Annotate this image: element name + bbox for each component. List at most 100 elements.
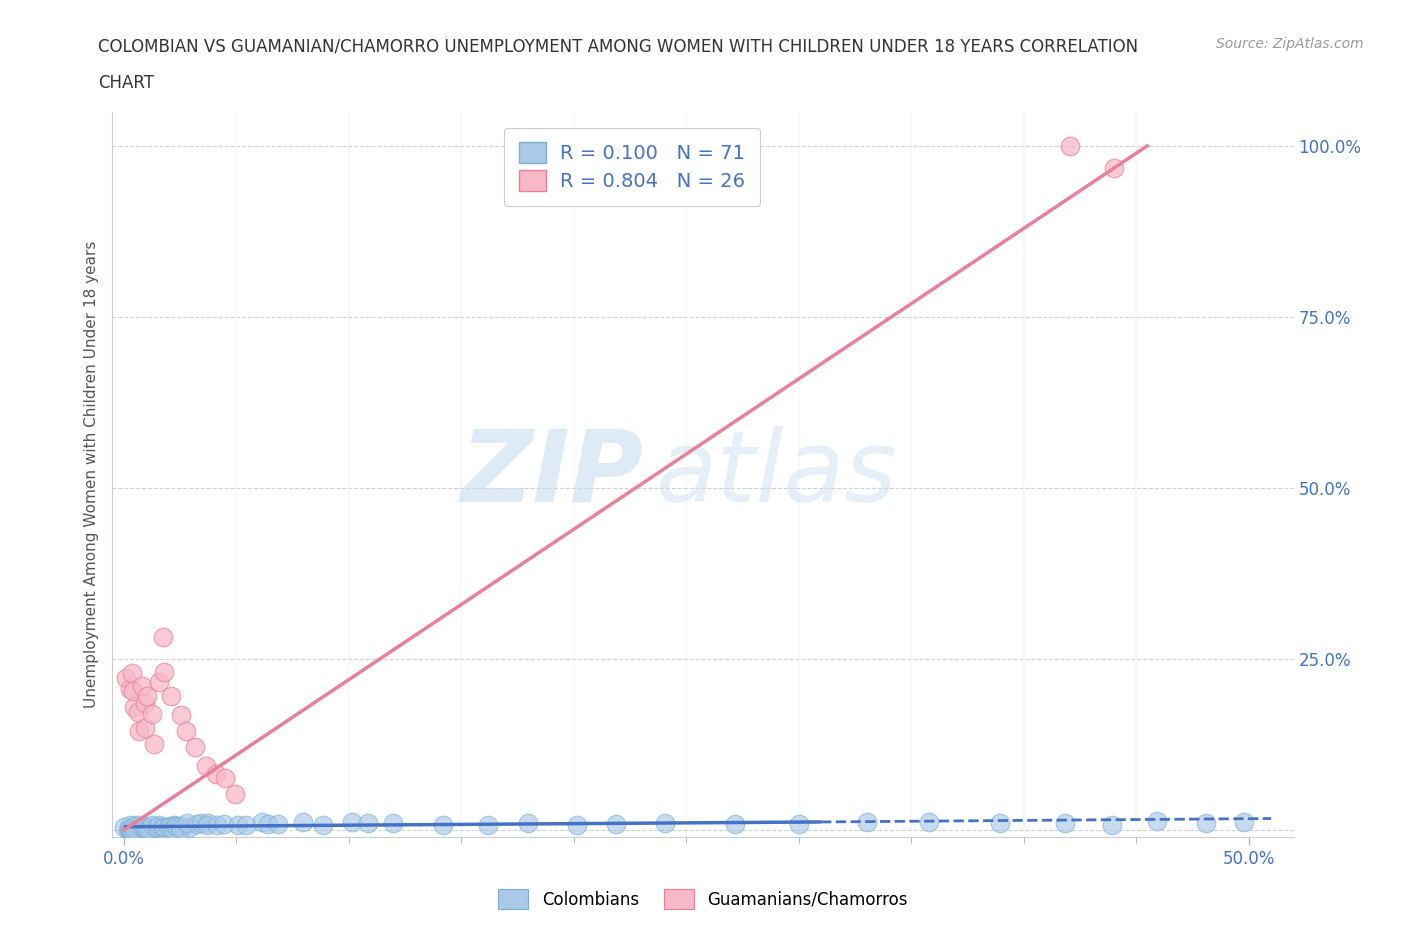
Point	[160, 688, 183, 703]
Point	[212, 817, 235, 831]
Point	[856, 814, 879, 829]
Point	[357, 816, 380, 830]
Point	[118, 821, 141, 836]
Point	[112, 820, 135, 835]
Point	[250, 815, 273, 830]
Point	[138, 823, 160, 838]
Point	[228, 817, 250, 832]
Point	[143, 737, 166, 751]
Text: Source: ZipAtlas.com: Source: ZipAtlas.com	[1216, 37, 1364, 51]
Point	[195, 759, 218, 774]
Point	[311, 817, 333, 832]
Point	[121, 823, 143, 838]
Point	[204, 766, 226, 781]
Point	[214, 770, 236, 785]
Point	[1101, 817, 1123, 832]
Point	[146, 819, 169, 834]
Point	[183, 739, 205, 754]
Point	[127, 704, 149, 719]
Point	[565, 817, 588, 832]
Point	[152, 630, 174, 644]
Legend: R = 0.100   N = 71, R = 0.804   N = 26: R = 0.100 N = 71, R = 0.804 N = 26	[505, 128, 759, 206]
Point	[654, 816, 676, 830]
Point	[169, 819, 191, 834]
Point	[1146, 814, 1168, 829]
Point	[195, 817, 218, 832]
Point	[1053, 816, 1076, 830]
Point	[1059, 139, 1081, 153]
Point	[918, 814, 941, 829]
Text: COLOMBIAN VS GUAMANIAN/CHAMORRO UNEMPLOYMENT AMONG WOMEN WITH CHILDREN UNDER 18 : COLOMBIAN VS GUAMANIAN/CHAMORRO UNEMPLOY…	[98, 37, 1139, 55]
Point	[118, 681, 141, 696]
Point	[1195, 816, 1218, 830]
Point	[340, 815, 363, 830]
Point	[122, 684, 145, 698]
Point	[1102, 160, 1125, 175]
Point	[127, 817, 149, 832]
Point	[153, 820, 176, 835]
Point	[141, 706, 163, 721]
Point	[134, 696, 156, 711]
Point	[605, 817, 627, 831]
Point	[124, 823, 146, 838]
Point	[128, 724, 150, 738]
Point	[121, 820, 143, 835]
Point	[122, 818, 145, 833]
Point	[165, 818, 187, 833]
Legend: Colombians, Guamanians/Chamorros: Colombians, Guamanians/Chamorros	[491, 881, 915, 917]
Point	[132, 819, 155, 834]
Point	[156, 819, 179, 834]
Point	[121, 666, 143, 681]
Point	[159, 819, 181, 834]
Point	[165, 818, 187, 833]
Point	[176, 816, 198, 830]
Point	[131, 820, 153, 835]
Point	[152, 819, 174, 834]
Point	[291, 815, 314, 830]
Point	[190, 816, 212, 830]
Point	[122, 699, 145, 714]
Point	[139, 822, 162, 837]
Point	[517, 816, 540, 830]
Text: CHART: CHART	[98, 74, 155, 92]
Point	[170, 708, 193, 723]
Point	[136, 688, 159, 703]
Point	[136, 821, 159, 836]
Point	[134, 820, 156, 835]
Point	[148, 817, 170, 832]
Point	[988, 816, 1011, 830]
Y-axis label: Unemployment Among Women with Children Under 18 years: Unemployment Among Women with Children U…	[83, 241, 98, 708]
Point	[724, 817, 747, 831]
Point	[134, 721, 156, 736]
Point	[477, 817, 499, 832]
Point	[148, 675, 170, 690]
Point	[139, 819, 162, 834]
Point	[267, 817, 290, 832]
Point	[146, 820, 169, 835]
Point	[787, 817, 810, 831]
Point	[167, 819, 190, 834]
Point	[432, 817, 454, 832]
Point	[120, 823, 142, 838]
Point	[118, 822, 141, 837]
Point	[197, 816, 219, 830]
Point	[141, 817, 163, 832]
Point	[235, 817, 257, 832]
Point	[162, 821, 184, 836]
Point	[381, 816, 404, 830]
Point	[134, 823, 156, 838]
Point	[135, 823, 157, 838]
Point	[120, 817, 142, 832]
Point	[115, 671, 138, 685]
Point	[117, 823, 139, 838]
Point	[257, 817, 280, 831]
Text: atlas: atlas	[655, 426, 897, 523]
Point	[153, 665, 176, 680]
Point	[1233, 815, 1256, 830]
Point	[205, 817, 228, 832]
Point	[128, 823, 150, 838]
Point	[179, 820, 201, 835]
Point	[174, 724, 197, 738]
Point	[224, 787, 246, 802]
Point	[186, 817, 208, 831]
